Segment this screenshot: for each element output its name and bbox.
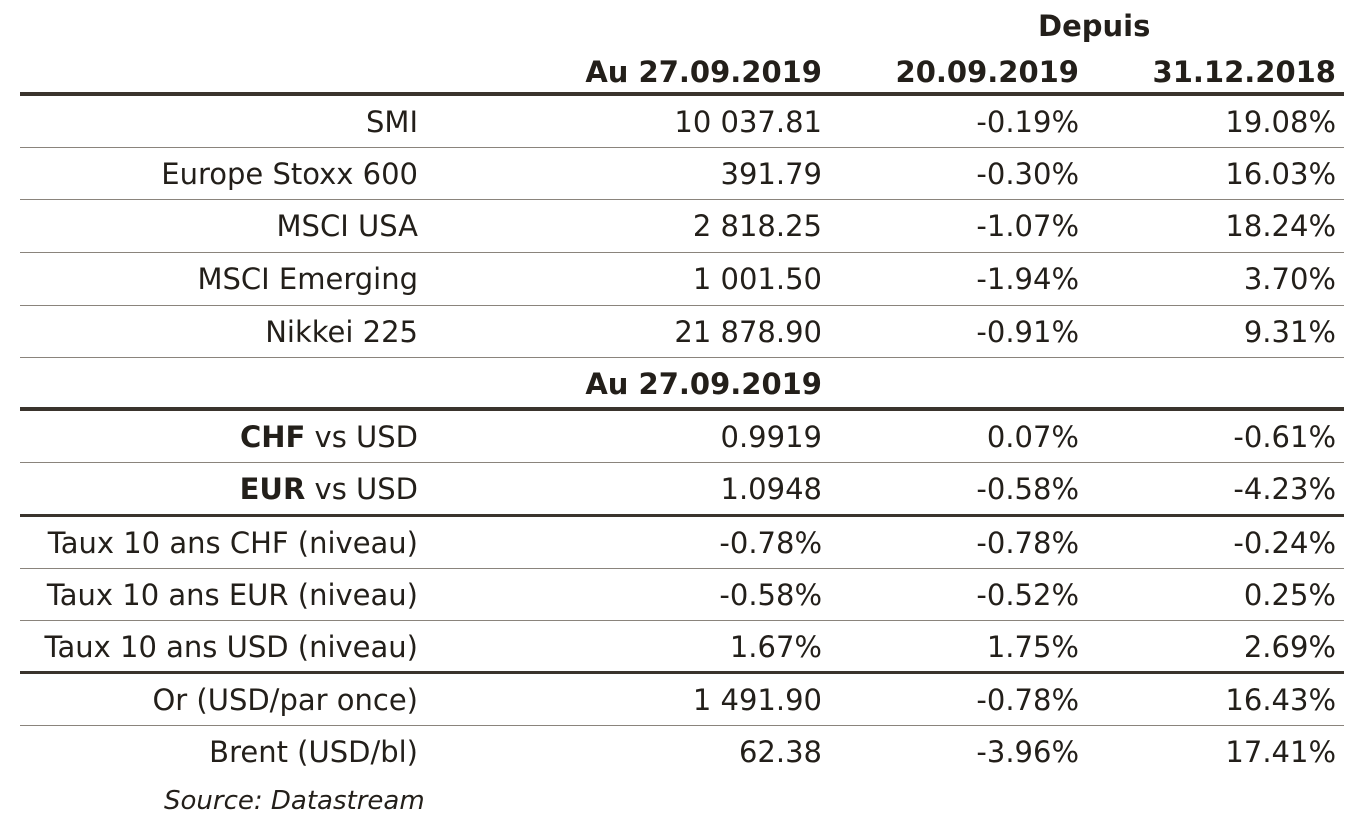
table-row-rate-eur: Taux 10 ans EUR (niveau) -0.58% -0.52% 0… (20, 569, 1344, 621)
header-col-week: 20.09.2019 (895, 55, 1079, 89)
table-row-rate-chf: Taux 10 ans CHF (niveau) -0.78% -0.78% -… (20, 517, 1344, 569)
table-row-chf-usd: CHF vs USD 0.9919 0.07% -0.61% (20, 411, 1344, 463)
row-divider (20, 147, 1344, 148)
row-ytd-change: 16.43% (1225, 683, 1336, 717)
row-week-change: -1.94% (976, 262, 1079, 296)
currency-code: EUR (239, 472, 306, 506)
section-rule (20, 514, 1344, 517)
row-label: Nikkei 225 (265, 315, 418, 349)
row-week-change: -3.96% (976, 735, 1079, 769)
row-value: -0.78% (719, 526, 822, 560)
row-week-change: 0.07% (986, 420, 1079, 454)
currency-code: CHF (239, 420, 306, 454)
row-ytd-change: 9.31% (1243, 315, 1336, 349)
row-label: Taux 10 ans USD (niveau) (44, 630, 418, 664)
table-row-msci-usa: MSCI USA 2 818.25 -1.07% 18.24% (20, 200, 1344, 252)
table-row-eur-usd: EUR vs USD 1.0948 -0.58% -4.23% (20, 463, 1344, 515)
row-value: 1.0948 (720, 472, 822, 506)
row-label: SMI (366, 105, 418, 139)
subheader-rule (20, 407, 1344, 411)
row-ytd-change: 16.03% (1225, 157, 1336, 191)
row-label: Brent (USD/bl) (209, 735, 418, 769)
row-ytd-change: 2.69% (1243, 630, 1336, 664)
row-label: Taux 10 ans EUR (niveau) (46, 578, 418, 612)
subheader-row: Au 27.09.2019 (20, 358, 1344, 410)
row-divider (20, 620, 1344, 621)
table-row-brent: Brent (USD/bl) 62.38 -3.96% 17.41% (20, 726, 1344, 778)
row-ytd-change: 18.24% (1225, 209, 1336, 243)
row-week-change: -0.19% (976, 105, 1079, 139)
header-rule (20, 92, 1344, 96)
row-divider (20, 462, 1344, 463)
currency-pair-suffix: vs USD (305, 420, 418, 454)
row-week-change: -1.07% (976, 209, 1079, 243)
table-row-stoxx: Europe Stoxx 600 391.79 -0.30% 16.03% (20, 148, 1344, 200)
row-divider (20, 568, 1344, 569)
row-divider (20, 357, 1344, 358)
row-week-change: -0.78% (976, 526, 1079, 560)
row-week-change: -0.30% (976, 157, 1079, 191)
row-ytd-change: -0.61% (1233, 420, 1336, 454)
source-note: Source: Datastream (164, 786, 425, 816)
row-label: CHF vs USD (240, 411, 418, 463)
row-value: 0.9919 (720, 420, 822, 454)
row-value: 1 001.50 (692, 262, 822, 296)
table-row-gold: Or (USD/par once) 1 491.90 -0.78% 16.43% (20, 674, 1344, 726)
row-week-change: -0.58% (976, 472, 1079, 506)
row-divider (20, 252, 1344, 253)
row-ytd-change: 19.08% (1225, 105, 1336, 139)
header-depuis: Depuis (1038, 9, 1151, 43)
row-ytd-change: 3.70% (1243, 262, 1336, 296)
table-row-smi: SMI 10 037.81 -0.19% 19.08% (20, 96, 1344, 148)
table-row-nikkei: Nikkei 225 21 878.90 -0.91% 9.31% (20, 306, 1344, 358)
row-value: 1.67% (729, 630, 822, 664)
row-label: Or (USD/par once) (152, 683, 418, 717)
row-value: 391.79 (720, 157, 822, 191)
row-label: EUR vs USD (240, 463, 418, 515)
row-ytd-change: -4.23% (1233, 472, 1336, 506)
row-ytd-change: -0.24% (1233, 526, 1336, 560)
row-week-change: 1.75% (986, 630, 1079, 664)
row-ytd-change: 0.25% (1243, 578, 1336, 612)
row-value: 1 491.90 (692, 683, 822, 717)
subheader-date: Au 27.09.2019 (585, 367, 822, 401)
header-col-current: Au 27.09.2019 (585, 55, 822, 89)
row-week-change: -0.52% (976, 578, 1079, 612)
row-value: 62.38 (738, 735, 822, 769)
row-divider (20, 199, 1344, 200)
row-divider (20, 725, 1344, 726)
row-week-change: -0.78% (976, 683, 1079, 717)
row-value: 10 037.81 (674, 105, 822, 139)
row-value: 21 878.90 (674, 315, 822, 349)
row-value: 2 818.25 (692, 209, 822, 243)
row-week-change: -0.91% (976, 315, 1079, 349)
table-row-rate-usd: Taux 10 ans USD (niveau) 1.67% 1.75% 2.6… (20, 621, 1344, 673)
row-value: -0.58% (719, 578, 822, 612)
row-label: MSCI USA (276, 209, 418, 243)
currency-pair-suffix: vs USD (305, 472, 418, 506)
header-col-ytd: 31.12.2018 (1152, 55, 1336, 89)
table-row-msci-emerging: MSCI Emerging 1 001.50 -1.94% 3.70% (20, 253, 1344, 305)
row-label: Europe Stoxx 600 (161, 157, 418, 191)
row-divider (20, 305, 1344, 306)
row-ytd-change: 17.41% (1225, 735, 1336, 769)
section-rule (20, 671, 1344, 674)
row-label: Taux 10 ans CHF (niveau) (47, 526, 418, 560)
row-label: MSCI Emerging (197, 262, 418, 296)
